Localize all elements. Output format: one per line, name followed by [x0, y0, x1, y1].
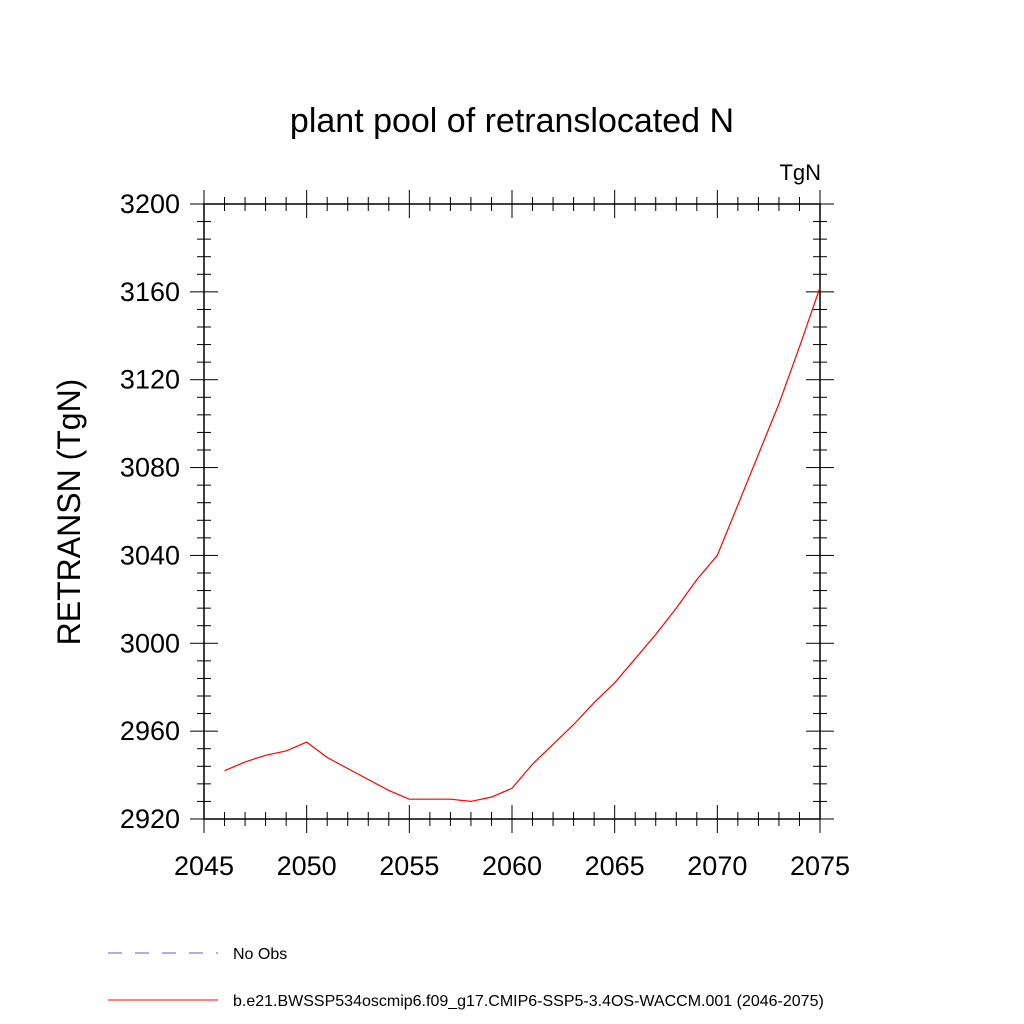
y-tick-label: 2960: [120, 716, 180, 746]
units-label: TgN: [779, 160, 821, 185]
y-tick-label: 3080: [120, 453, 180, 483]
y-tick-label: 3000: [120, 628, 180, 658]
series-layer: [224, 287, 821, 803]
plot-frame: [203, 203, 821, 820]
x-tick-label: 2060: [482, 851, 542, 881]
y-tick-label: 3200: [120, 189, 180, 219]
y-axis-label: RETRANSN (TgN): [51, 379, 87, 646]
y-tick-label: 3040: [120, 540, 180, 570]
y-tick-label: 2920: [120, 804, 180, 834]
legend-label: No Obs: [233, 946, 287, 963]
x-tick-label: 2050: [277, 851, 337, 881]
x-tick-label: 2075: [790, 851, 850, 881]
x-tick-label: 2070: [687, 851, 747, 881]
y-tick-label: 3160: [120, 277, 180, 307]
y-tick-label: 3120: [120, 365, 180, 395]
x-tick-label: 2045: [174, 851, 234, 881]
legend: No Obs b.e21.BWSSP534oscmip6.f09_g17.CMIP…: [108, 946, 824, 1010]
x-tick-label: 2055: [379, 851, 439, 881]
series-line: [224, 287, 821, 803]
x-tick-label: 2065: [585, 851, 645, 881]
axes: 2045 2050 2055 2060 2065 2070 2075 2920 2960 3000…: [120, 189, 850, 881]
chart-title: plant pool of retranslocated N: [290, 102, 734, 140]
legend-label: b.e21.BWSSP534oscmip6.f09_g17.CMIP6-SSP5…: [233, 993, 824, 1010]
